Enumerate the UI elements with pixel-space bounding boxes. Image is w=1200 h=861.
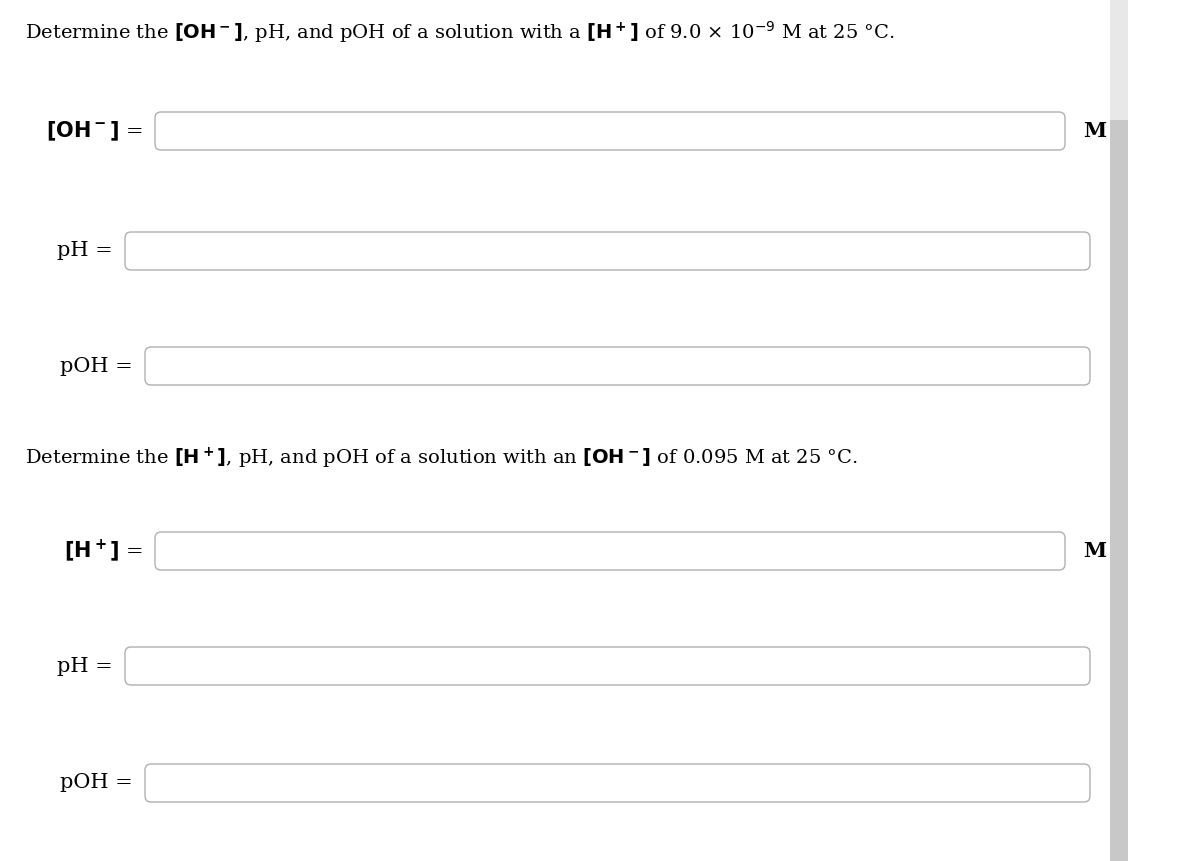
Text: pH =: pH = xyxy=(58,656,113,676)
FancyBboxPatch shape xyxy=(125,232,1090,270)
Text: M: M xyxy=(1084,541,1106,561)
FancyBboxPatch shape xyxy=(1110,0,1128,120)
Text: $\mathbf{[H^+]}$ =: $\mathbf{[H^+]}$ = xyxy=(64,537,143,564)
Text: $\mathbf{[OH^-]}$ =: $\mathbf{[OH^-]}$ = xyxy=(46,120,143,143)
FancyBboxPatch shape xyxy=(1110,0,1128,861)
FancyBboxPatch shape xyxy=(155,532,1066,570)
FancyBboxPatch shape xyxy=(145,347,1090,385)
Text: Determine the $\mathbf{[OH^-]}$, pH, and pOH of a solution with a $\mathbf{[H^+]: Determine the $\mathbf{[OH^-]}$, pH, and… xyxy=(25,19,895,45)
FancyBboxPatch shape xyxy=(155,112,1066,150)
Text: pH =: pH = xyxy=(58,241,113,261)
Text: Determine the $\mathbf{[H^+]}$, pH, and pOH of a solution with an $\mathbf{[OH^-: Determine the $\mathbf{[H^+]}$, pH, and … xyxy=(25,446,858,471)
FancyBboxPatch shape xyxy=(125,647,1090,685)
Text: pOH =: pOH = xyxy=(60,356,133,375)
Text: M: M xyxy=(1084,121,1106,141)
Text: pOH =: pOH = xyxy=(60,773,133,792)
FancyBboxPatch shape xyxy=(145,764,1090,802)
